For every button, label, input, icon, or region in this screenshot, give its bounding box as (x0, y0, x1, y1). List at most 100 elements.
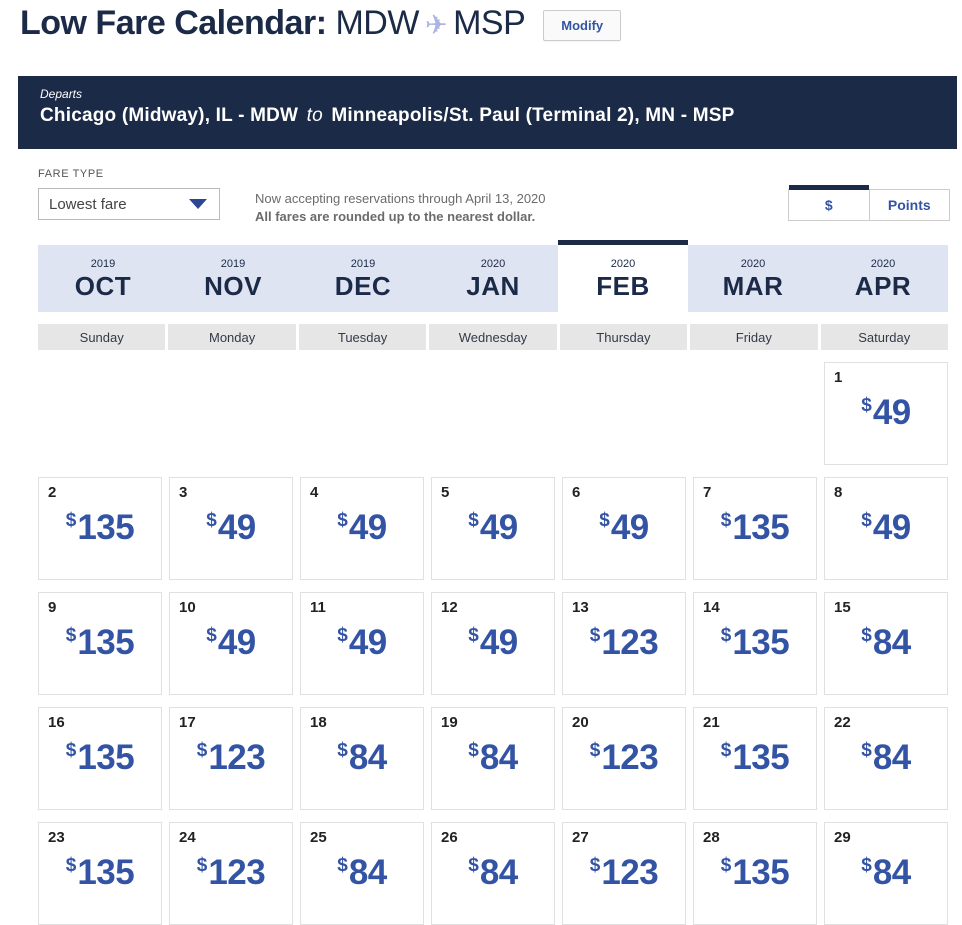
day-number: 21 (703, 714, 720, 732)
currency-symbol: $ (468, 625, 479, 647)
month-tab-feb[interactable]: 2020 FEB (558, 240, 688, 317)
currency-symbol: $ (599, 510, 610, 532)
calendar-day-14[interactable]: 14 $135 (693, 592, 817, 696)
fare-amount: $135 (39, 853, 161, 893)
calendar-day-11[interactable]: 11 $49 (300, 592, 424, 696)
calendar-day-24[interactable]: 24 $123 (169, 822, 293, 925)
route-destination: Minneapolis/St. Paul (Terminal 2), MN - … (331, 105, 735, 126)
fare-value: 135 (732, 508, 790, 548)
fare-amount: $135 (39, 623, 161, 663)
day-number: 20 (572, 714, 589, 732)
month-tab-nov[interactable]: 2019 NOV (168, 245, 298, 313)
day-number: 6 (572, 484, 581, 502)
route-text: Chicago (Midway), IL - MDW to Minneapoli… (40, 105, 957, 127)
month-tab-jan[interactable]: 2020 JAN (428, 245, 558, 313)
day-number: 22 (834, 714, 851, 732)
calendar-day-19[interactable]: 19 $84 (431, 707, 555, 811)
title-row: Low Fare Calendar: MDW ✈ MSP Modify (0, 0, 962, 64)
controls-row: Lowest fare Now accepting reservations t… (38, 185, 950, 226)
calendar-day-5[interactable]: 5 $49 (431, 477, 555, 581)
fare-amount: $123 (563, 853, 685, 893)
calendar-day-1[interactable]: 1 $49 (824, 362, 948, 466)
day-number: 15 (834, 599, 851, 617)
calendar-day-20[interactable]: 20 $123 (562, 707, 686, 811)
route-to-label: to (306, 105, 323, 126)
fare-amount: $84 (825, 738, 947, 778)
day-header-sunday: Sunday (38, 324, 166, 351)
month-tab-year: 2019 (350, 258, 376, 271)
currency-symbol: $ (861, 740, 872, 762)
fare-value: 135 (732, 623, 790, 663)
month-tab-year: 2019 (90, 258, 116, 271)
calendar-day-15[interactable]: 15 $84 (824, 592, 948, 696)
currency-symbol: $ (720, 510, 732, 532)
currency-symbol: $ (589, 625, 601, 647)
calendar-day-18[interactable]: 18 $84 (300, 707, 424, 811)
currency-symbol: $ (196, 740, 208, 762)
calendar-day-22[interactable]: 22 $84 (824, 707, 948, 811)
calendar-day-16[interactable]: 16 $135 (38, 707, 162, 811)
fare-value: 49 (872, 393, 911, 433)
month-tab-month: NOV (204, 271, 262, 302)
day-header-monday: Monday (168, 324, 296, 351)
calendar-day-8[interactable]: 8 $49 (824, 477, 948, 581)
route-banner: Departs Chicago (Midway), IL - MDW to Mi… (18, 76, 957, 149)
calendar-grid: 1 $49 2 $135 3 $49 4 $49 5 $49 6 $49 7 $135 8 $49 9 $135 1… (38, 362, 948, 925)
currency-symbol: $ (337, 625, 348, 647)
fare-value: 135 (77, 508, 135, 548)
calendar-day-4[interactable]: 4 $49 (300, 477, 424, 581)
calendar-day-13[interactable]: 13 $123 (562, 592, 686, 696)
month-tab-mar[interactable]: 2020 MAR (688, 245, 818, 313)
fare-value: 135 (77, 853, 135, 893)
calendar-day-3[interactable]: 3 $49 (169, 477, 293, 581)
day-header-thursday: Thursday (559, 324, 688, 351)
day-number: 19 (441, 714, 458, 732)
fare-value: 123 (601, 853, 659, 893)
fare-value: 84 (479, 853, 518, 893)
currency-option-points[interactable]: Points (868, 190, 949, 220)
day-header-tuesday: Tuesday (298, 324, 427, 351)
calendar-day-7[interactable]: 7 $135 (693, 477, 817, 581)
calendar-day-2[interactable]: 2 $135 (38, 477, 162, 581)
fare-value: 49 (217, 508, 256, 548)
day-number: 5 (441, 484, 450, 502)
currency-option-dollars[interactable]: $ (789, 185, 869, 220)
calendar-day-29[interactable]: 29 $84 (824, 822, 948, 925)
empty-day-slot (169, 362, 293, 466)
day-number: 2 (48, 484, 57, 502)
calendar-day-23[interactable]: 23 $135 (38, 822, 162, 925)
month-tab-dec[interactable]: 2019 DEC (298, 245, 428, 313)
calendar-day-25[interactable]: 25 $84 (300, 822, 424, 925)
empty-day-slot (693, 362, 817, 466)
calendar-day-10[interactable]: 10 $49 (169, 592, 293, 696)
modify-button[interactable]: Modify (543, 10, 622, 41)
day-number: 24 (179, 829, 196, 847)
day-number: 26 (441, 829, 458, 847)
month-tab-oct[interactable]: 2019 OCT (38, 245, 168, 313)
fare-value: 49 (610, 508, 649, 548)
fare-amount: $49 (301, 623, 423, 663)
calendar-day-27[interactable]: 27 $123 (562, 822, 686, 925)
day-number: 12 (441, 599, 458, 617)
notice-line-1: Now accepting reservations through April… (255, 191, 546, 206)
destination-code: MSP (453, 4, 526, 42)
fare-amount: $49 (432, 508, 554, 548)
fare-value: 84 (348, 853, 387, 893)
calendar-day-6[interactable]: 6 $49 (562, 477, 686, 581)
calendar-day-28[interactable]: 28 $135 (693, 822, 817, 925)
calendar-day-21[interactable]: 21 $135 (693, 707, 817, 811)
fare-value: 123 (601, 738, 659, 778)
day-number: 23 (48, 829, 65, 847)
calendar-day-17[interactable]: 17 $123 (169, 707, 293, 811)
calendar-day-9[interactable]: 9 $135 (38, 592, 162, 696)
calendar-day-12[interactable]: 12 $49 (431, 592, 555, 696)
day-number: 18 (310, 714, 327, 732)
month-tab-apr[interactable]: 2020 APR (818, 245, 948, 313)
currency-symbol: $ (468, 855, 479, 877)
calendar-day-26[interactable]: 26 $84 (431, 822, 555, 925)
fare-value: 49 (872, 508, 911, 548)
day-number: 9 (48, 599, 57, 617)
fare-type-dropdown[interactable]: Lowest fare (38, 188, 220, 220)
fare-value: 123 (601, 623, 659, 663)
